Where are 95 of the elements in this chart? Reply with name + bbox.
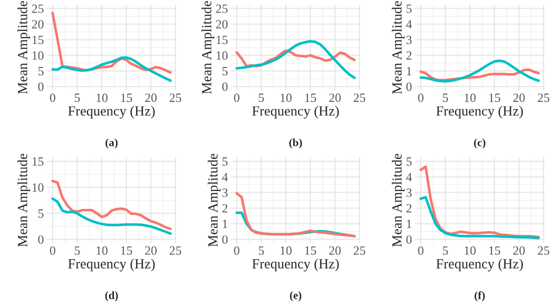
y-tick-label: 1 — [222, 220, 228, 228]
line-series — [235, 40, 356, 80]
x-tick-label: 5 — [442, 94, 448, 102]
x-tick-label: 5 — [258, 94, 264, 102]
x-tick-label: 15 — [305, 94, 316, 102]
y-tick-label: 5 — [222, 157, 228, 166]
text: (c) — [474, 138, 486, 149]
x-tick-label: 10 — [96, 94, 108, 102]
y-tick-label: 0 — [406, 82, 412, 91]
x-axis-title: Frequency (Hz) — [252, 106, 339, 119]
y-tick-label: 10 — [216, 51, 228, 60]
y-axis-title: Mean Amplitude — [392, 1, 404, 94]
x-tick-label: 25 — [538, 246, 550, 255]
y-tick-label: 4 — [222, 172, 228, 182]
text: (e) — [290, 291, 302, 302]
x-axis-title: Frequency (Hz) — [436, 106, 523, 119]
x-tick-label: 5 — [74, 94, 80, 102]
x-tick-label: 20 — [329, 246, 341, 255]
line-series — [420, 196, 540, 240]
text: (b) — [289, 138, 302, 149]
x-tick-label: 15 — [489, 246, 500, 255]
x-tick-label: 15 — [121, 246, 132, 255]
y-tick-label: 0 — [222, 82, 228, 91]
x-tick-label: 0 — [50, 94, 56, 102]
x-tick-label: 20 — [145, 246, 157, 255]
x-tick-label: 0 — [234, 94, 240, 102]
y-axis-title: Mean Amplitude — [208, 154, 220, 247]
x-tick-label: 0 — [418, 246, 424, 255]
y-tick-label: 5 — [406, 157, 412, 166]
line-series — [51, 56, 172, 82]
line-series — [235, 192, 356, 238]
x-tick-label: 15 — [489, 94, 500, 102]
y-tick-label: 0 — [38, 82, 44, 91]
y-tick-label: 25 — [216, 4, 228, 13]
y-tick-label: 3 — [406, 188, 412, 197]
y-tick-label: 10 — [32, 183, 44, 192]
x-tick-label: 5 — [74, 246, 80, 255]
x-tick-label: 15 — [305, 246, 316, 255]
y-axis-title: Mean Amplitude — [17, 154, 30, 247]
x-axis-title: Frequency (Hz) — [68, 258, 155, 272]
y-tick-label: 5 — [222, 67, 228, 76]
y-tick-label: 2 — [406, 51, 412, 60]
x-tick-label: 5 — [442, 246, 448, 255]
y-tick-label: 20 — [216, 20, 228, 29]
x-tick-label: 20 — [329, 94, 341, 102]
y-tick-label: 4 — [406, 172, 412, 182]
line-series — [51, 180, 172, 230]
text: (a) — [106, 138, 118, 149]
y-tick-label: 15 — [32, 36, 44, 44]
line-series — [420, 59, 540, 83]
y-tick-label: 3 — [222, 188, 228, 197]
x-tick-label: 10 — [280, 246, 292, 255]
text: (d) — [105, 291, 118, 302]
x-tick-label: 25 — [354, 94, 366, 102]
x-tick-label: 10 — [464, 94, 476, 102]
x-axis-title: Frequency (Hz) — [252, 258, 339, 272]
y-tick-label: 5 — [38, 209, 44, 218]
x-tick-label: 10 — [464, 246, 476, 255]
y-axis-title: Mean Amplitude — [17, 1, 30, 94]
x-axis-title: Frequency (Hz) — [436, 258, 523, 272]
y-axis-title: Mean Amplitude — [202, 1, 214, 94]
y-tick-label: 1 — [406, 220, 412, 228]
y-tick-label: 0 — [38, 235, 44, 244]
x-tick-label: 10 — [96, 246, 108, 255]
y-tick-label: 15 — [216, 36, 228, 44]
x-tick-label: 5 — [258, 246, 264, 255]
x-tick-label: 25 — [170, 94, 182, 102]
y-tick-label: 1 — [406, 66, 412, 76]
y-tick-label: 2 — [222, 204, 228, 212]
x-axis-title: Frequency (Hz) — [68, 106, 155, 119]
y-tick-label: 0 — [222, 235, 228, 244]
y-tick-label: 20 — [32, 20, 44, 29]
x-tick-label: 10 — [280, 94, 292, 102]
x-tick-label: 20 — [513, 94, 525, 102]
y-tick-label: 15 — [32, 157, 44, 166]
x-tick-label: 0 — [418, 94, 424, 102]
x-tick-label: 20 — [145, 94, 157, 102]
x-tick-label: 0 — [50, 246, 56, 255]
x-tick-label: 25 — [354, 246, 366, 255]
x-tick-label: 15 — [121, 94, 132, 102]
x-tick-label: 20 — [513, 246, 525, 255]
text: (f) — [474, 291, 485, 302]
y-axis-title: Mean Amplitude — [392, 154, 404, 247]
y-tick-label: 3 — [406, 36, 412, 44]
y-tick-label: 5 — [38, 67, 44, 76]
y-tick-label: 25 — [32, 4, 44, 13]
x-tick-label: 25 — [538, 94, 550, 102]
line-series — [51, 197, 172, 235]
x-tick-label: 25 — [170, 246, 182, 255]
y-tick-label: 5 — [406, 4, 412, 13]
y-tick-label: 0 — [406, 235, 412, 244]
y-tick-label: 2 — [406, 204, 412, 212]
y-tick-label: 4 — [406, 20, 412, 28]
x-tick-label: 0 — [234, 246, 240, 255]
y-tick-label: 10 — [32, 51, 44, 60]
